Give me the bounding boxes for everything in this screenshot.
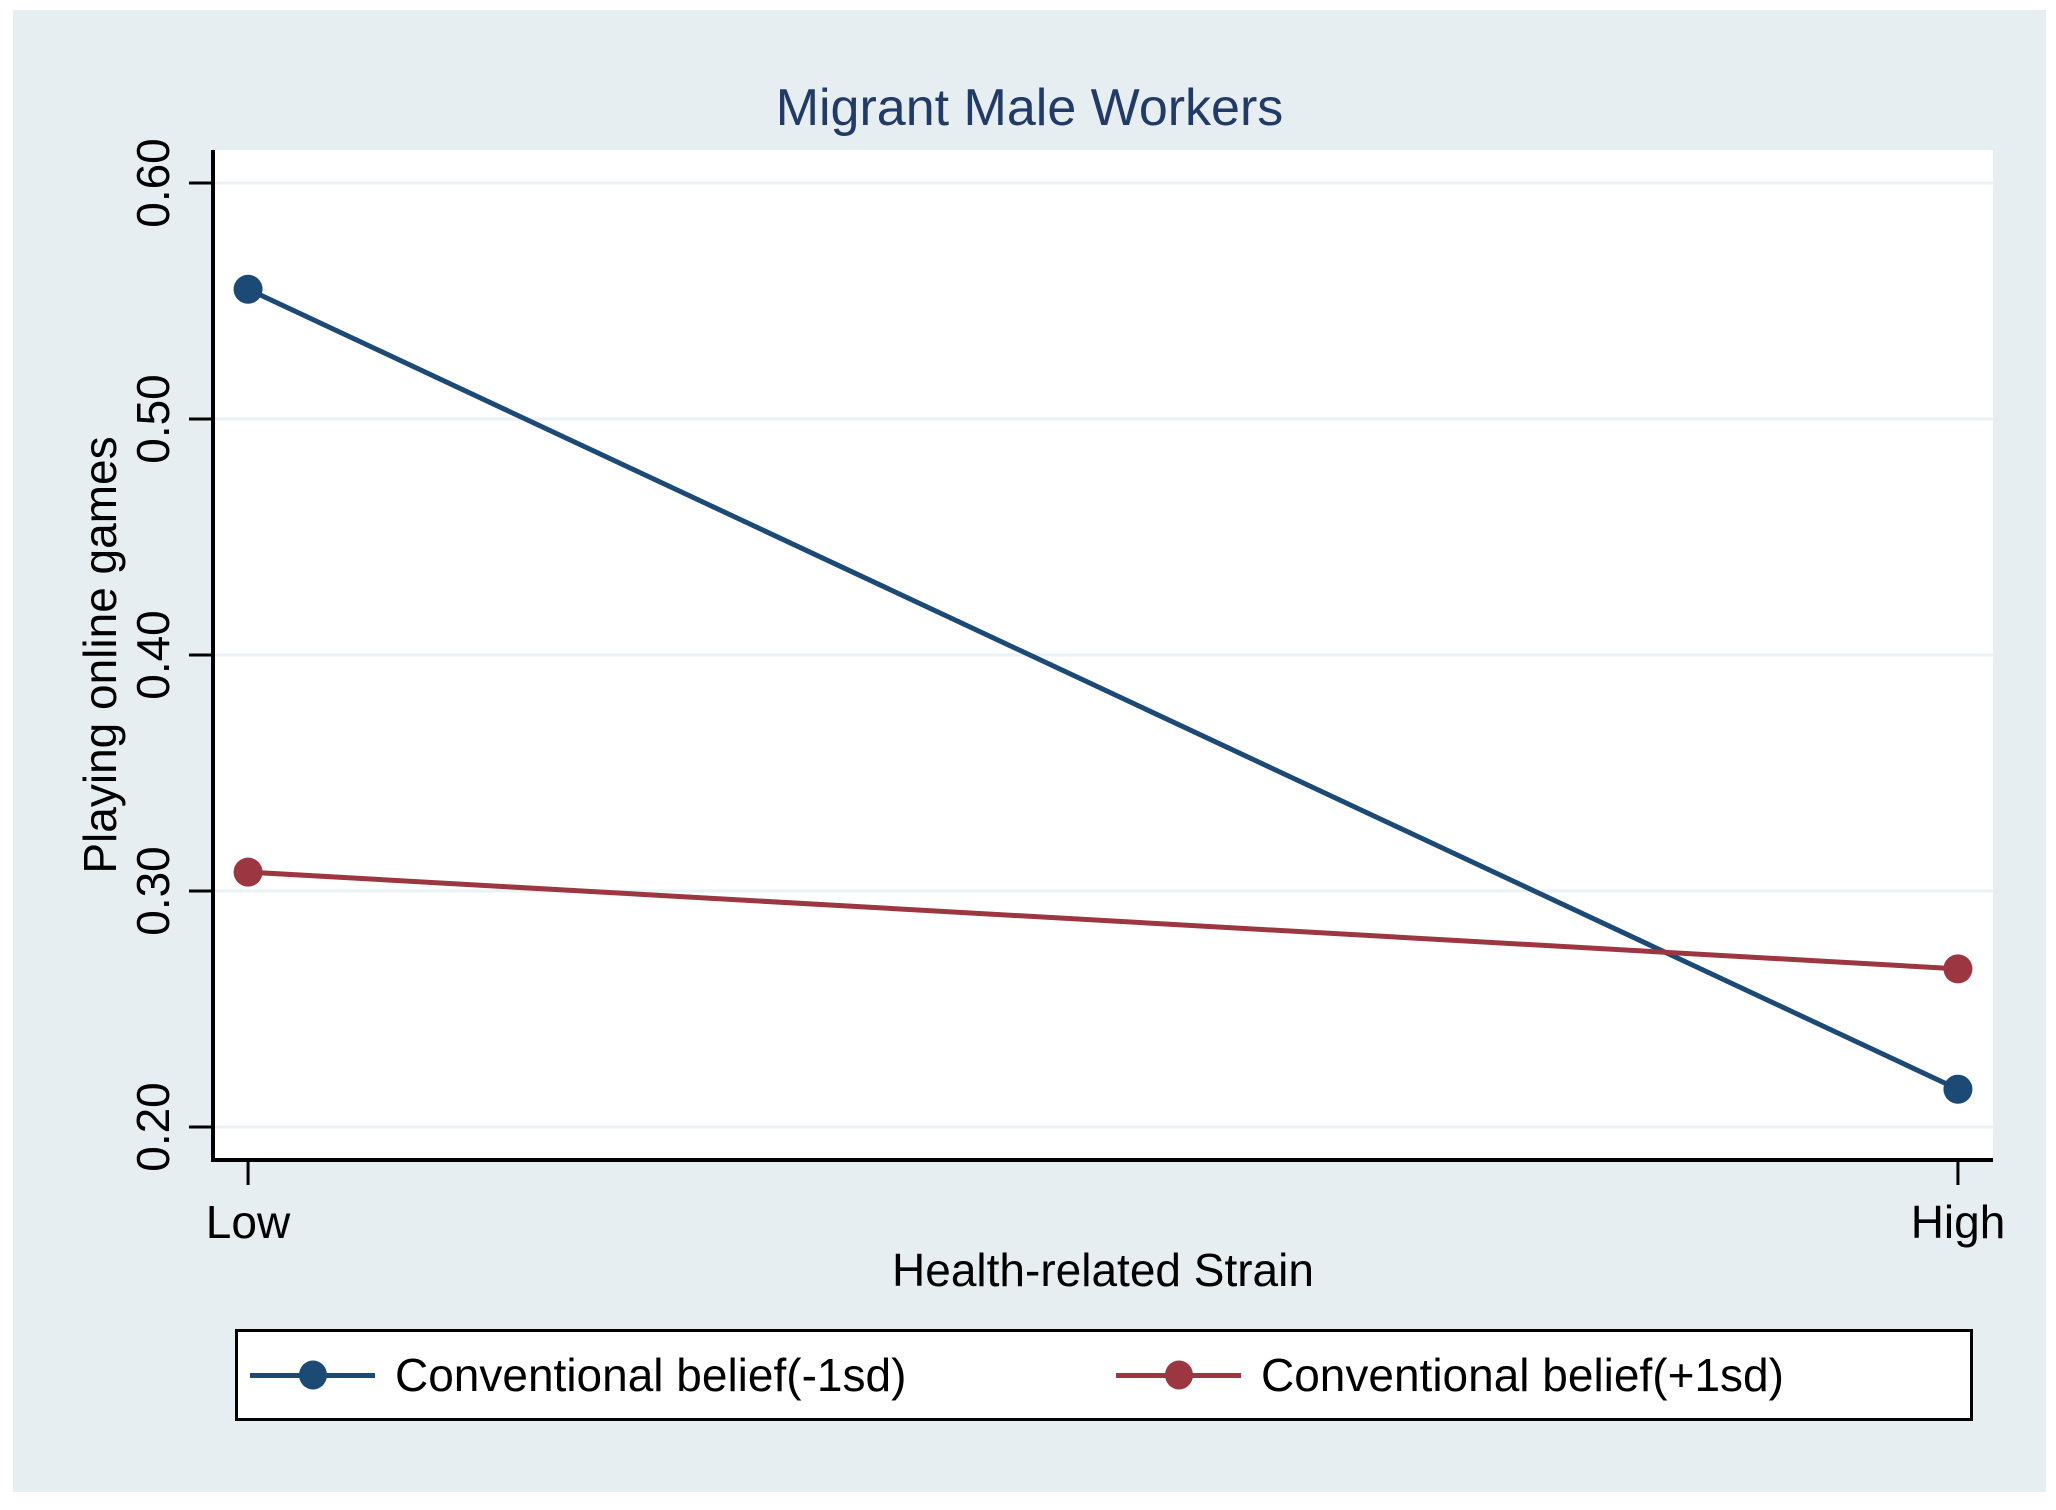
y-tick-label-0.60: 0.60 [127,138,179,228]
x-tick-label-low: Low [205,1196,291,1248]
y-tick-label-0.40: 0.40 [127,610,179,700]
legend: Conventional belief(-1sd) Conventional b… [235,1329,1973,1421]
y-tick-label-0.20: 0.20 [127,1082,179,1172]
legend-label: Conventional belief(+1sd) [1261,1349,1784,1401]
series-0-marker-1 [1943,1074,1973,1104]
legend-label: Conventional belief(-1sd) [395,1349,907,1401]
legend-marker-icon [1164,1360,1193,1390]
chart-title: Migrant Male Workers [775,79,1284,137]
series-0-marker-0 [233,274,263,304]
legend-line-sample [250,1360,375,1390]
series-0-line [247,286,1959,1092]
legend-entry-minus-1sd: Conventional belief(-1sd) [238,1349,1104,1401]
y-tick-label-0.50: 0.50 [127,374,179,464]
legend-line-sample [1116,1360,1241,1390]
legend-marker-icon [298,1360,327,1390]
legend-entry-plus-1sd: Conventional belief(+1sd) [1104,1349,1970,1401]
x-tick-label-high: High [1910,1196,2006,1248]
series-1-marker-0 [233,857,263,887]
series-1-marker-1 [1943,954,1973,984]
series-1-line [247,869,1959,972]
y-tick-label-0.30: 0.30 [127,846,179,936]
y-axis-title: Playing online games [74,436,126,874]
x-axis-title: Health-related Strain [892,1244,1314,1296]
